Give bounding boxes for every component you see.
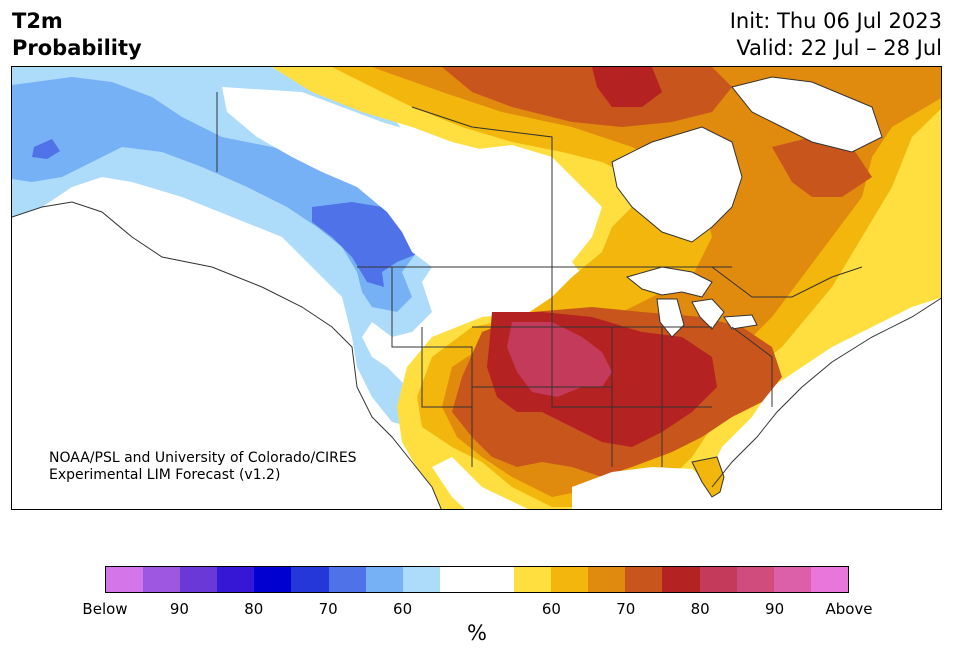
quantity-label: Probability: [12, 36, 142, 60]
colorbar-segment: [773, 567, 811, 592]
below-normal-70-region: [12, 77, 452, 312]
colorbar-tick-label: 70: [318, 600, 338, 618]
variable-label: T2m: [12, 9, 63, 33]
colorbar-tick-label: 70: [616, 600, 636, 618]
colorbar-segment: [588, 567, 626, 592]
credit-text: NOAA/PSL and University of Colorado/CIRE…: [49, 450, 357, 484]
colorbar-tick-label: Above: [825, 600, 873, 618]
map-canvas: [12, 67, 941, 509]
colorbar-tick-label: Below: [82, 600, 128, 618]
colorbar-segment: [106, 567, 144, 592]
colorbar-tick-label: 80: [690, 600, 710, 618]
colorbar-segment: [625, 567, 663, 592]
colorbar-tick-label: 60: [541, 600, 561, 618]
colorbar-segment: [736, 567, 774, 592]
gulf-of-mexico: [572, 467, 712, 509]
credit-line-1: NOAA/PSL and University of Colorado/CIRE…: [49, 450, 357, 466]
near-normal-region: [222, 87, 612, 277]
colorbar-segment: [514, 567, 552, 592]
colorbar-tick-label: 80: [244, 600, 264, 618]
colorbar-segment: [180, 567, 218, 592]
valid-date: Valid: 22 Jul – 28 Jul: [736, 36, 942, 60]
colorbar-segment: [217, 567, 255, 592]
atlantic-ocean: [693, 298, 941, 509]
colorbar-segment: [662, 567, 700, 592]
above-normal-99-region: [507, 322, 612, 397]
colorbar-segment: [291, 567, 329, 592]
map-title: T2m Probability: [12, 8, 142, 62]
below-normal-80-alaska: [32, 139, 60, 159]
colorbar-unit: %: [467, 621, 487, 645]
near-normal-patch-north: [452, 145, 572, 182]
colorbar: [105, 566, 849, 593]
arctic-water: [731, 76, 883, 153]
borders: [12, 92, 941, 509]
probability-map: [11, 66, 942, 510]
colorbar-segment: [328, 567, 366, 592]
colorbar-segment: [476, 567, 515, 592]
colorbar-segment: [254, 567, 292, 592]
colorbar-segment: [402, 567, 440, 592]
colorbar-tick-label: 90: [169, 600, 189, 618]
pacific-ocean: [12, 202, 442, 509]
init-date: Init: Thu 06 Jul 2023: [729, 9, 942, 33]
colorbar-segment: [143, 567, 181, 592]
florida: [691, 456, 725, 498]
colorbar-segment: [551, 567, 589, 592]
colorbar-segment: [439, 567, 477, 592]
colorbar-segment: [810, 567, 848, 592]
colorbar-tick-label: 60: [393, 600, 413, 618]
credit-line-2: Experimental LIM Forecast (v1.2): [49, 467, 281, 483]
great-lakes: [625, 266, 758, 338]
colorbar-segment: [365, 567, 403, 592]
forecast-dates: Init: Thu 06 Jul 2023 Valid: 22 Jul – 28…: [730, 8, 942, 62]
colorbar-tick-label: 90: [765, 600, 785, 618]
hudson-bay: [611, 126, 743, 243]
colorbar-segment: [699, 567, 737, 592]
